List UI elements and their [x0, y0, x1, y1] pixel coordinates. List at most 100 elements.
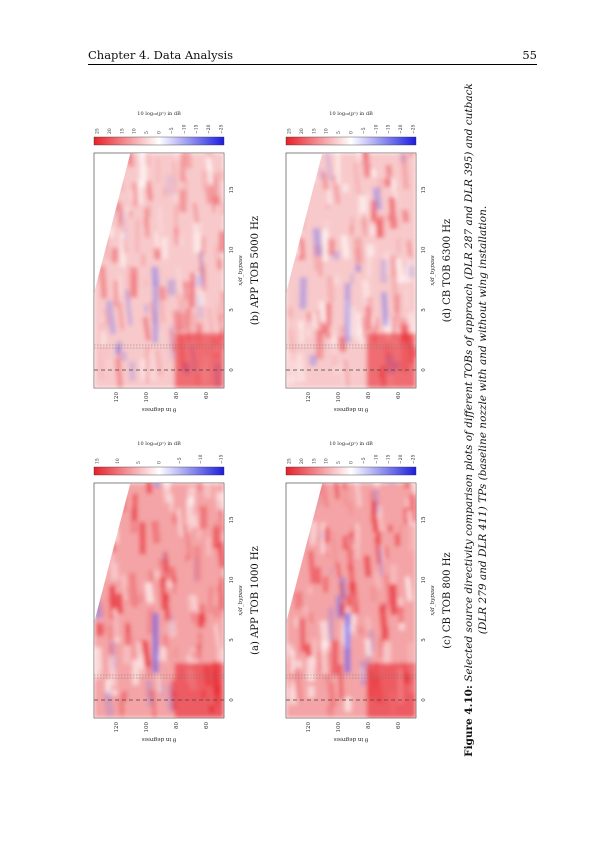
heatmap-streak — [299, 277, 307, 310]
heatmap-streak — [111, 584, 117, 609]
heatmap-streak — [172, 160, 177, 194]
heatmap-streak — [407, 264, 415, 278]
heatmap-streak — [123, 645, 131, 664]
heatmap-streak — [165, 175, 174, 195]
heatmap-streak — [183, 524, 192, 559]
heatmap-streak — [161, 558, 172, 582]
heatmap-streak — [407, 240, 413, 259]
heatmap-streak — [176, 267, 184, 299]
heatmap-streak — [218, 230, 224, 253]
heatmap-streak — [199, 505, 208, 529]
colorbar — [285, 136, 417, 146]
heatmap-streak — [375, 218, 383, 238]
colorbar-tick-label: 0 — [157, 461, 163, 464]
heatmap-streak — [205, 153, 213, 158]
colorbar — [93, 466, 225, 476]
header-rule — [88, 64, 537, 65]
heatmap-streak — [157, 558, 166, 588]
heatmap-streak — [128, 572, 139, 608]
chapter-title: Chapter 4. Data Analysis — [88, 48, 234, 62]
heatmap-streak — [185, 555, 189, 562]
heatmap-streak — [217, 594, 224, 618]
heatmap-streak — [335, 595, 343, 619]
heatmap-streak — [335, 153, 340, 185]
heatmap-streak — [104, 308, 110, 327]
colorbar-tick-label: 10 — [132, 128, 138, 134]
heatmap-streak — [294, 616, 298, 628]
x-axis-label: x/d_bypass — [430, 585, 436, 615]
heatmap-streak — [392, 197, 399, 229]
heatmap-streak — [329, 567, 333, 575]
x-tick-label: 15 — [229, 516, 235, 523]
heatmap-streak — [363, 555, 372, 578]
heatmap-streak — [340, 621, 346, 644]
heatmap-streak — [378, 606, 390, 641]
subfigure-label: (c) CB TOB 800 Hz — [442, 552, 453, 648]
heatmap-streak — [199, 251, 204, 287]
heatmap-blue-band — [152, 283, 159, 343]
page-number: 55 — [522, 48, 537, 62]
y-tick-label: 60 — [204, 722, 210, 729]
colorbar-tick-label: 20 — [299, 458, 305, 464]
heatmap-streak — [317, 483, 325, 505]
x-axis-label: x/d_bypass — [430, 255, 436, 285]
heatmap-streak — [137, 593, 145, 604]
heatmap-streak — [307, 685, 315, 698]
heatmap-streak — [324, 652, 332, 683]
heatmap-streak — [160, 299, 165, 323]
heatmap-streak — [194, 270, 206, 307]
heatmap-streak — [131, 493, 138, 521]
heatmap-streak — [208, 586, 212, 614]
heatmap-streak — [391, 274, 398, 299]
heatmap-streak — [110, 688, 118, 696]
heatmap-streak — [374, 571, 382, 590]
y-axis-label: θ in degrees — [142, 736, 177, 742]
heatmap-streak — [350, 224, 354, 235]
heatmap-streak — [187, 487, 196, 506]
heatmap-base — [94, 153, 224, 388]
colorbar-tick-label: 20 — [107, 128, 113, 134]
heatmap-streak — [179, 188, 188, 213]
heatmap-streak — [142, 316, 151, 341]
heatmap-streak — [397, 596, 403, 613]
heatmap-streak — [317, 650, 322, 673]
heatmap-streak — [308, 354, 318, 366]
heatmap-streak — [126, 207, 130, 217]
heatmap-streak — [370, 585, 377, 602]
heatmap-field — [94, 153, 224, 388]
heatmap-streak — [372, 316, 375, 328]
heatmap-streak — [350, 216, 354, 226]
heatmap-streak — [381, 291, 389, 326]
heatmap-streak — [328, 607, 334, 641]
heatmap-streak — [215, 584, 221, 594]
x-tick-label: 10 — [421, 576, 427, 583]
heatmap-streak — [212, 526, 220, 549]
heatmap-streak — [122, 238, 128, 254]
heatmap-streak — [161, 237, 168, 260]
heatmap-streak — [105, 679, 111, 695]
heatmap-streak — [384, 574, 392, 606]
heatmap-streak — [323, 527, 330, 544]
heatmap-streak — [219, 510, 224, 523]
heatmap-streak — [401, 209, 410, 223]
y-axis-label: θ in degrees — [142, 406, 177, 412]
heatmap-streak — [108, 654, 117, 687]
x-tick-label: 0 — [421, 698, 427, 702]
colorbar-tick-label: −10 — [373, 454, 379, 464]
heatmap-streak — [306, 656, 315, 682]
subfigure-label: (d) CB TOB 6300 Hz — [442, 219, 453, 323]
heatmap-streak — [135, 219, 140, 253]
colorbar-tick-label: −5 — [361, 457, 367, 464]
heatmap-streak — [159, 646, 168, 661]
heatmap-streak — [409, 520, 415, 552]
heatmap-blue-band — [152, 613, 159, 673]
colorbar-label: 10 log₁₀(pᶜ) in dB — [329, 440, 373, 447]
running-header: Chapter 4. Data Analysis 55 — [88, 48, 537, 64]
colorbar-tick-label: 25 — [287, 128, 293, 134]
heatmap-streak — [358, 195, 367, 218]
x-tick-label: 15 — [229, 186, 235, 193]
colorbar-tick-label: −5 — [361, 127, 367, 134]
heatmap-blue-band — [344, 613, 351, 673]
caption-text: Selected source directivity comparison p… — [463, 83, 489, 686]
heatmap-streak — [360, 212, 368, 237]
